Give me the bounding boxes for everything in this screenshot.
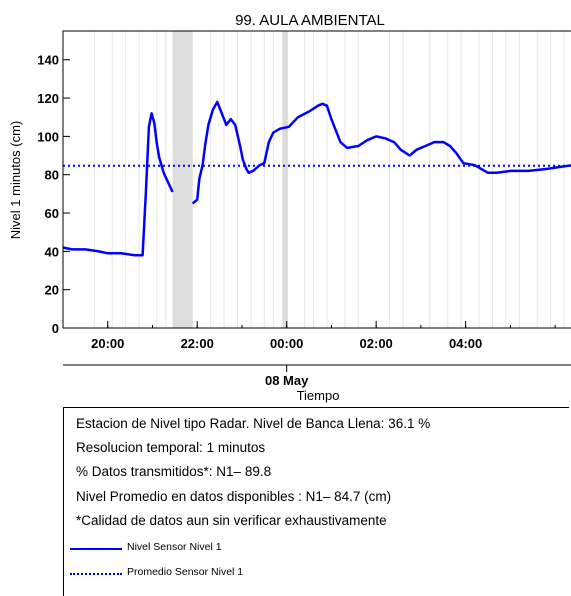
vertical-minor-lines	[93, 31, 565, 328]
y-tick-label: 100	[37, 129, 59, 144]
info-station: Estacion de Nivel tipo Radar. Nivel de B…	[76, 416, 431, 431]
info-average-level: Nivel Promedio en datos disponibles : N1…	[76, 489, 392, 504]
info-quality-note: *Calidad de datos aun sin verificar exha…	[76, 513, 387, 528]
y-axis-label: Nivel 1 minutos (cm)	[8, 121, 23, 239]
plot-frame	[62, 30, 571, 329]
gap-band	[282, 31, 289, 328]
y-tick-label: 60	[45, 206, 59, 221]
series-line	[62, 100, 571, 257]
info-data-transmitted: % Datos transmitidos*: N1– 89.8	[76, 464, 272, 479]
y-tick-label: 120	[37, 91, 59, 106]
legend-label-average: Promedio Sensor Nivel 1	[127, 566, 244, 578]
x-tick-label: 00:00	[270, 336, 303, 351]
legend-swatch-solid	[70, 548, 122, 550]
x-tick-label: 04:00	[449, 336, 482, 351]
chart-title: 99. AULA AMBIENTAL	[235, 12, 385, 29]
y-tick-label: 40	[45, 244, 59, 259]
data-gap-bands	[172, 31, 289, 328]
x-tick-label: 22:00	[181, 336, 214, 351]
x-tick-label: 20:00	[91, 336, 124, 351]
info-resolution: Resolucion temporal: 1 minutos	[76, 440, 266, 455]
x-axis-label: Tiempo	[297, 388, 340, 403]
x-tick-label: 02:00	[360, 336, 393, 351]
date-label: 08 May	[265, 373, 309, 388]
x-axis: 20:00 22:00 00:00 02:00 04:00	[62, 321, 556, 351]
gap-band	[172, 31, 193, 328]
legend-label-sensor: Nivel Sensor Nivel 1	[127, 541, 222, 553]
legend-swatch-dotted	[70, 573, 122, 575]
level-chart: 99. AULA AMBIENTAL 0 20 40 60 80 100 120 140 20…	[8, 12, 571, 403]
y-tick-label: 0	[52, 321, 59, 336]
y-tick-label: 80	[45, 168, 59, 183]
y-tick-label: 20	[45, 283, 59, 298]
info-box	[63, 407, 569, 596]
y-tick-label: 140	[37, 53, 59, 68]
y-axis: 0 20 40 60 80 100 120 140	[37, 53, 70, 336]
